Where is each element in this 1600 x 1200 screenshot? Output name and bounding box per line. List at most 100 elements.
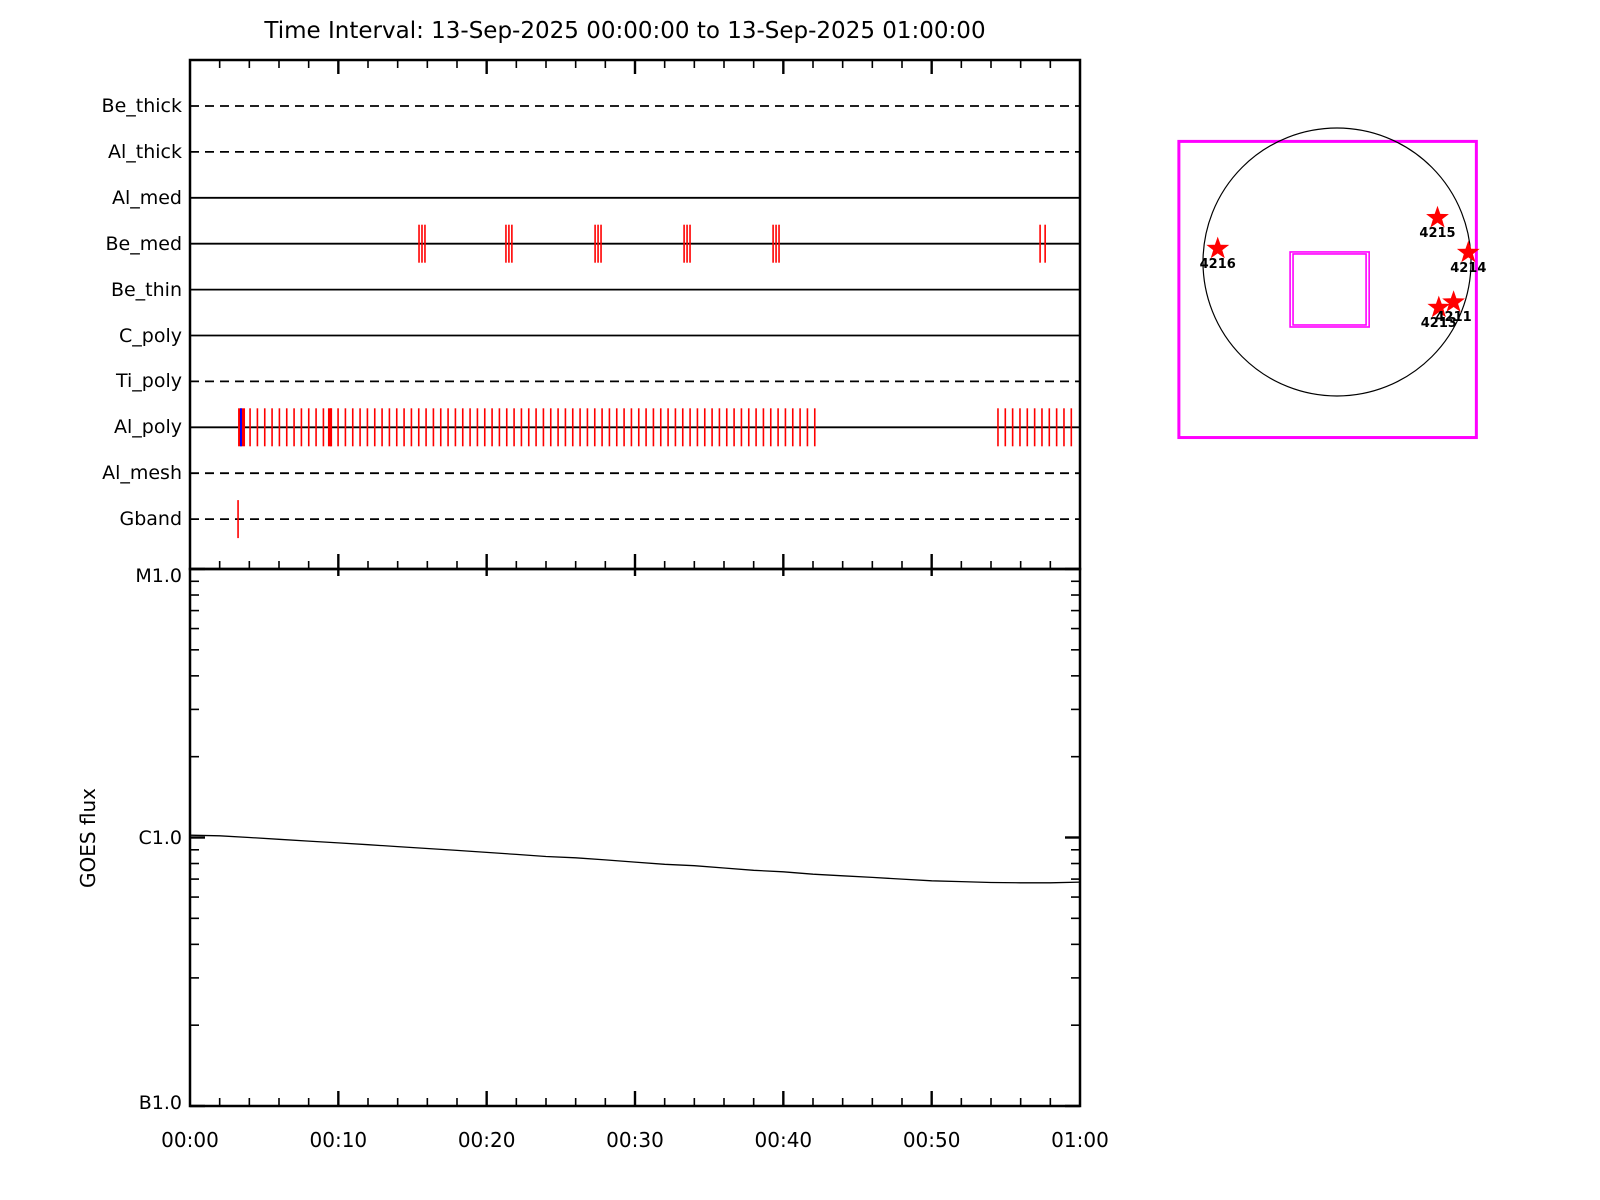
- exposure-tick-Al_poly: [1055, 408, 1058, 447]
- exposure-tick-Al_poly: [623, 408, 625, 447]
- exposure-tick-Al_poly: [469, 408, 471, 447]
- region-star-icon-4214: [1456, 240, 1480, 263]
- exposure-tick-Al_poly: [703, 408, 706, 447]
- exposure-tick-Al_poly: [711, 408, 713, 447]
- filter-timeline-panel: [188, 58, 1082, 571]
- exposure-tick-Al_poly: [769, 408, 772, 447]
- exposure-tick-Al_poly: [806, 408, 809, 447]
- exposure-tick-Al_poly: [417, 408, 420, 447]
- exposure-tick-Al_poly: [557, 408, 559, 447]
- exposure-tick-Be_med: [775, 224, 777, 263]
- exposure-tick-Al_poly: [476, 408, 479, 447]
- exposure-tick-Al_poly: [799, 408, 801, 447]
- region-star-label-4214: 4214: [1450, 260, 1487, 276]
- exposure-tick-Gband: [237, 500, 239, 539]
- exposure-tick-Be_med: [597, 224, 599, 263]
- exposure-tick-Al_poly: [505, 408, 508, 447]
- exposure-tick-Be_med: [418, 224, 420, 263]
- exposure-tick-Al_poly: [740, 408, 743, 447]
- exposure-tick-Al_poly: [366, 408, 369, 447]
- region-star-icon-4213: [1427, 295, 1451, 318]
- exposure-tick-Al_poly: [667, 408, 669, 447]
- exposure-tick-Al_poly: [652, 408, 655, 447]
- exposure-tick-Al_poly: [681, 408, 684, 447]
- exposure-tick-Al_poly: [1004, 408, 1007, 447]
- exposure-tick-Al_poly: [454, 408, 457, 447]
- exposure-tick-Al_poly: [410, 408, 413, 447]
- filter-row-label-Ti_poly: Ti_poly: [115, 370, 182, 393]
- plot-title: Time Interval: 13-Sep-2025 00:00:00 to 1…: [264, 18, 986, 44]
- thick-exposure-mark-Al_poly: [327, 408, 333, 447]
- exposure-tick-Al_poly: [645, 408, 647, 447]
- exposure-tick-Be_med: [1044, 224, 1046, 263]
- exposure-tick-Al_poly: [586, 408, 589, 447]
- exposure-tick-Al_poly: [725, 408, 728, 447]
- time-axis-label-00:00: 00:00: [161, 1128, 219, 1152]
- exposure-tick-Al_poly: [403, 408, 405, 447]
- time-axis-label-00:50: 00:50: [902, 1128, 961, 1152]
- exposure-tick-Al_poly: [601, 408, 603, 447]
- exposure-tick-Al_poly: [696, 408, 699, 447]
- exposure-tick-Be_med: [686, 224, 688, 263]
- exposure-tick-Al_poly: [659, 408, 662, 447]
- exposure-tick-Al_poly: [564, 408, 567, 447]
- exposure-tick-Al_poly: [491, 408, 493, 447]
- exposure-tick-Al_poly: [762, 408, 765, 447]
- exposure-tick-Al_poly: [439, 408, 442, 447]
- exposure-tick-Be_med: [778, 224, 780, 263]
- exposure-tick-Al_poly: [307, 408, 310, 447]
- exposure-tick-Al_poly: [381, 408, 383, 447]
- exposure-tick-Al_poly: [689, 408, 691, 447]
- exposure-tick-Al_poly: [513, 408, 515, 447]
- region-star-icon-4211: [1442, 290, 1465, 312]
- exposure-tick-Al_poly: [447, 408, 449, 447]
- exposure-tick-Al_poly: [263, 408, 266, 447]
- filter-row-label-Al_thick: Al_thick: [108, 140, 182, 163]
- filter-row-label-Gband: Gband: [119, 508, 182, 531]
- exposure-tick-Al_poly: [483, 408, 486, 447]
- exposure-tick-Al_poly: [1063, 408, 1065, 447]
- exposure-tick-Al_poly: [608, 408, 611, 447]
- exposure-tick-Al_poly: [637, 408, 640, 447]
- exposure-tick-Al_poly: [249, 408, 251, 447]
- exposure-tick-Be_med: [689, 224, 691, 263]
- time-axis-label-00:10: 00:10: [309, 1128, 368, 1152]
- time-axis-label-00:20: 00:20: [457, 1128, 516, 1152]
- exposure-tick-Al_poly: [535, 408, 537, 447]
- exposure-tick-Al_poly: [747, 408, 750, 447]
- exposure-tick-Al_poly: [615, 408, 618, 447]
- exposure-tick-Al_poly: [359, 408, 361, 447]
- exposure-tick-Al_poly: [1070, 408, 1073, 447]
- exposure-tick-Al_poly: [1033, 408, 1036, 447]
- filter-row-label-C_poly: C_poly: [119, 324, 182, 347]
- exposure-tick-Be_med: [1039, 224, 1041, 263]
- exposure-tick-Al_poly: [593, 408, 596, 447]
- region-star-icon-4216: [1206, 236, 1230, 259]
- spacecraft-fov-box: [1177, 139, 1478, 440]
- exposure-tick-Al_poly: [1041, 408, 1043, 447]
- exposure-tick-Al_poly: [755, 408, 757, 447]
- xrt-fov-box-2: [1292, 253, 1367, 326]
- solar-limb-circle: [1202, 127, 1472, 397]
- exposure-tick-Be_med: [683, 224, 685, 263]
- filter-row-label-Be_thin: Be_thin: [110, 278, 182, 301]
- goes-flux-panel: [188, 567, 1082, 1108]
- exposure-tick-Al_poly: [813, 408, 816, 447]
- exposure-tick-Al_poly: [791, 408, 794, 447]
- exposure-tick-Al_poly: [1019, 408, 1021, 447]
- exposure-tick-Al_poly: [256, 408, 259, 447]
- exposure-tick-Al_poly: [271, 408, 273, 447]
- exposure-tick-Be_med: [508, 224, 510, 263]
- exposure-tick-Be_med: [772, 224, 774, 263]
- exposure-tick-Al_poly: [388, 408, 391, 447]
- time-axis-label-00:30: 00:30: [606, 1128, 664, 1152]
- exposure-tick-Al_poly: [285, 408, 288, 447]
- xrt-fov-box-1: [1289, 251, 1370, 328]
- filter-row-label-Be_med: Be_med: [105, 232, 182, 255]
- exposure-tick-Al_poly: [549, 408, 552, 447]
- exposure-tick-Al_poly: [373, 408, 376, 447]
- goes-ytick-label-M1.0: M1.0: [135, 565, 182, 587]
- region-star-label-4215: 4215: [1419, 225, 1456, 241]
- exposure-tick-Al_poly: [527, 408, 530, 447]
